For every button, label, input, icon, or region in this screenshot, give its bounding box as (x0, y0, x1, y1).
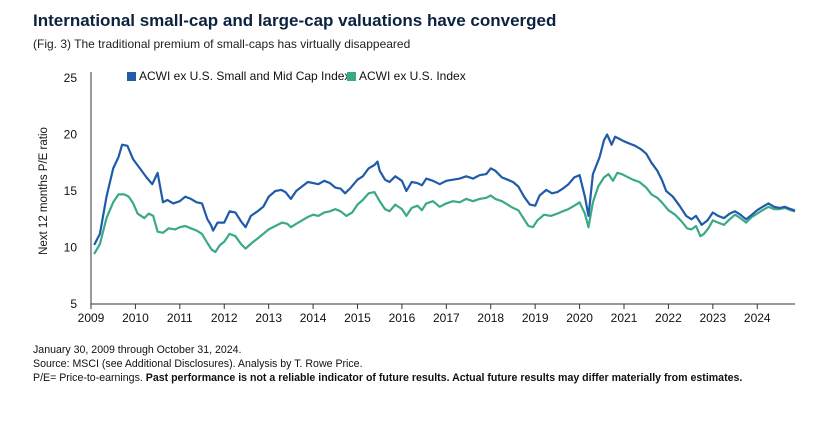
footnote-source: Source: MSCI (see Additional Disclosures… (33, 358, 363, 370)
x-tick-label: 2016 (389, 311, 416, 325)
legend-label-small-mid-cap: ACWI ex U.S. Small and Mid Cap Index (139, 69, 350, 83)
x-tick-label: 2009 (78, 311, 105, 325)
x-tick-label: 2017 (433, 311, 460, 325)
x-tick-label: 2022 (655, 311, 682, 325)
y-tick-label: 15 (64, 184, 78, 198)
x-tick-label: 2015 (344, 311, 371, 325)
x-tick-label: 2014 (300, 311, 327, 325)
footnote-date-range: January 30, 2009 through October 31, 202… (33, 344, 242, 356)
legend-swatch-large-cap (347, 72, 356, 81)
chart-title: International small-cap and large-cap va… (33, 11, 557, 30)
x-tick-label: 2021 (611, 311, 638, 325)
x-tick-label: 2011 (167, 311, 193, 325)
footnotes: January 30, 2009 through October 31, 202… (33, 343, 742, 385)
y-tick-label: 20 (64, 128, 78, 142)
x-tick-label: 2013 (255, 311, 282, 325)
x-tick-label: 2012 (211, 311, 238, 325)
legend-swatch-small-mid-cap (127, 72, 136, 81)
y-axis-label: Next 12 months P/E ratio (38, 127, 50, 255)
x-tick-label: 2020 (566, 311, 593, 325)
x-tick-label: 2019 (522, 311, 549, 325)
y-tick-label: 5 (70, 297, 77, 311)
y-tick-label: 25 (64, 71, 78, 85)
x-tick-label: 2018 (477, 311, 504, 325)
footnote-performance-warning: Past performance is not a reliable indic… (145, 372, 743, 384)
footnote-pe-definition: P/E= Price-to-earnings. (33, 372, 146, 384)
series-line-small-mid-cap (93, 133, 796, 246)
legend-label-large-cap: ACWI ex U.S. Index (359, 69, 466, 83)
footnote-disclaimer: P/E= Price-to-earnings. Past performance… (33, 371, 742, 385)
chart-subtitle: (Fig. 3) The traditional premium of smal… (33, 37, 411, 51)
x-tick-label: 2023 (699, 311, 726, 325)
series-line-large-cap (93, 171, 796, 255)
line-chart: 5 10 15 20 25 2009 2010 2011 2012 2013 2014 2015 201… (38, 69, 796, 325)
y-tick-label: 10 (64, 241, 78, 255)
x-tick-label: 2010 (122, 311, 149, 325)
x-tick-label: 2024 (744, 311, 771, 325)
